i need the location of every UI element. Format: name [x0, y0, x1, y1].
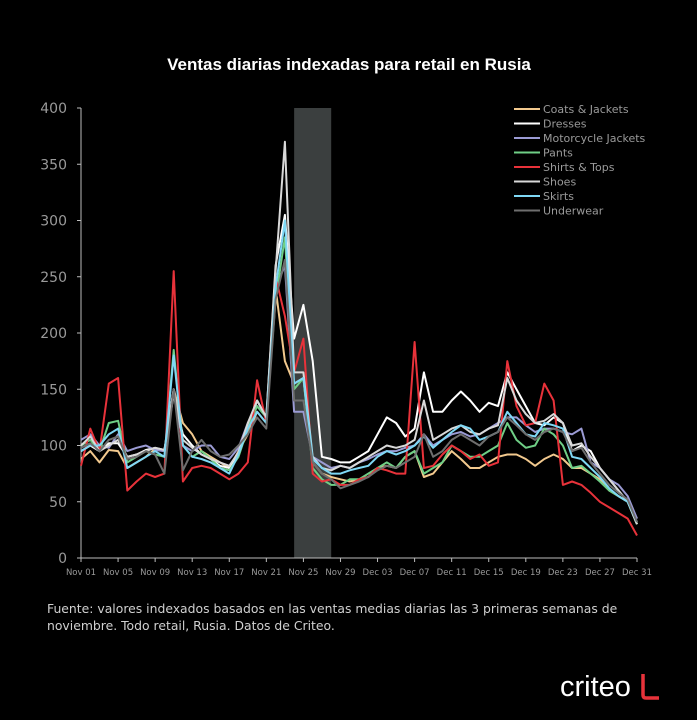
- x-tick-label: Nov 29: [325, 568, 355, 578]
- criteo-logo: criteo: [560, 668, 670, 708]
- legend-label: Motorcycle Jackets: [543, 132, 646, 145]
- x-tick-label: Dec 19: [511, 568, 541, 578]
- x-tick-label: Nov 09: [140, 568, 170, 578]
- x-tick-label: Dec 27: [585, 568, 615, 578]
- y-tick-label: 0: [58, 551, 67, 567]
- line-chart: Ventas diarias indexadas para retail en …: [40, 55, 652, 578]
- logo-mark-icon: [641, 674, 659, 700]
- x-tick-label: Nov 05: [103, 568, 133, 578]
- highlight-band: [294, 108, 332, 558]
- x-tick-label: Nov 01: [66, 568, 96, 578]
- legend-label: Underwear: [543, 205, 604, 218]
- logo-wordmark: criteo: [560, 671, 631, 703]
- plot-area: 0 50 100 150 200 250 300 350 400 Nov 01 Nov 05 Nov …: [40, 101, 652, 578]
- y-tick-label: 200: [40, 326, 67, 342]
- legend-label: Shirts & Tops: [543, 161, 615, 174]
- y-tick-label: 400: [40, 101, 67, 117]
- y-tick-label: 250: [40, 270, 67, 286]
- x-tick-label: Nov 17: [214, 568, 244, 578]
- y-tick-label: 150: [40, 382, 67, 398]
- y-tick-label: 300: [40, 214, 67, 230]
- x-tick-label: Dec 11: [437, 568, 467, 578]
- x-tick-label: Dec 03: [363, 568, 393, 578]
- legend-label: Shoes: [543, 176, 576, 189]
- x-tick-label: Dec 07: [400, 568, 430, 578]
- x-tick-label: Dec 23: [548, 568, 578, 578]
- series-line-shirts-tops: [80, 270, 638, 536]
- series-line-skirts: [80, 219, 638, 523]
- y-tick-label: 50: [49, 495, 67, 511]
- chart-title: Ventas diarias indexadas para retail en …: [167, 55, 531, 74]
- legend-label: Skirts: [543, 190, 574, 203]
- legend-label: Pants: [543, 147, 573, 160]
- series-line-underwear: [80, 258, 638, 523]
- x-tick-label: Nov 21: [251, 568, 281, 578]
- x-tick-label: Nov 25: [288, 568, 318, 578]
- source-note: Fuente: valores indexados basados en las…: [47, 601, 618, 633]
- y-tick-label: 100: [40, 439, 67, 455]
- x-tick-label: Nov 13: [177, 568, 207, 578]
- legend-label: Coats & Jackets: [543, 103, 629, 116]
- legend-label: Dresses: [543, 118, 587, 131]
- y-tick-label: 350: [40, 157, 67, 173]
- x-tick-label: Dec 15: [474, 568, 504, 578]
- x-tick-label: Dec 31: [622, 568, 652, 578]
